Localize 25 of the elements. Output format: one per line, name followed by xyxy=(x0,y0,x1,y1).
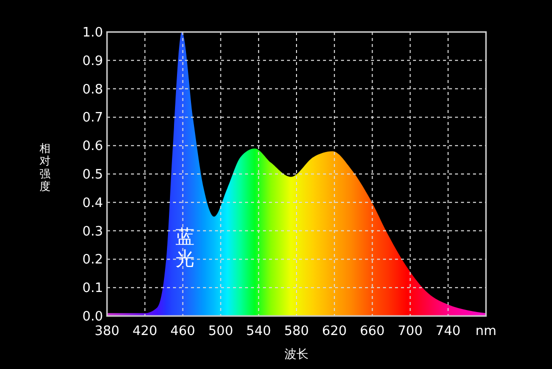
y-tick-label: 0.6 xyxy=(82,139,103,154)
y-tick-label: 0.9 xyxy=(82,54,103,69)
y-tick-label: 0.7 xyxy=(82,110,103,126)
y-tick-label: 0.2 xyxy=(82,252,103,268)
annotation: 蓝光 xyxy=(176,226,194,270)
x-tick-label: 460 xyxy=(170,324,196,339)
x-tick-label: 380 xyxy=(94,324,120,339)
x-tick-label: 500 xyxy=(208,324,234,339)
y-tick-label: 0.8 xyxy=(82,82,103,98)
x-tick-label: 660 xyxy=(360,324,385,339)
x-axis-title: 波长 xyxy=(284,347,308,361)
y-tick-label: 1.0 xyxy=(82,26,103,40)
y-tick-label: 0.0 xyxy=(82,310,103,324)
x-tick-label: 420 xyxy=(132,324,158,339)
x-tick-label: 620 xyxy=(322,324,347,339)
y-tick-label: 0.4 xyxy=(82,196,103,211)
x-tick-label: 540 xyxy=(246,324,272,339)
x-tick-label: nm xyxy=(476,324,496,339)
y-tick-label: 0.5 xyxy=(82,168,103,182)
x-tick-label: 740 xyxy=(436,324,461,339)
x-tick-label: 700 xyxy=(398,324,423,339)
y-tick-label: 0.3 xyxy=(82,224,103,240)
y-tick-label: 0.1 xyxy=(82,281,103,296)
y-axis-title: 相对强度 xyxy=(40,142,50,193)
x-tick-label: 580 xyxy=(284,324,309,339)
